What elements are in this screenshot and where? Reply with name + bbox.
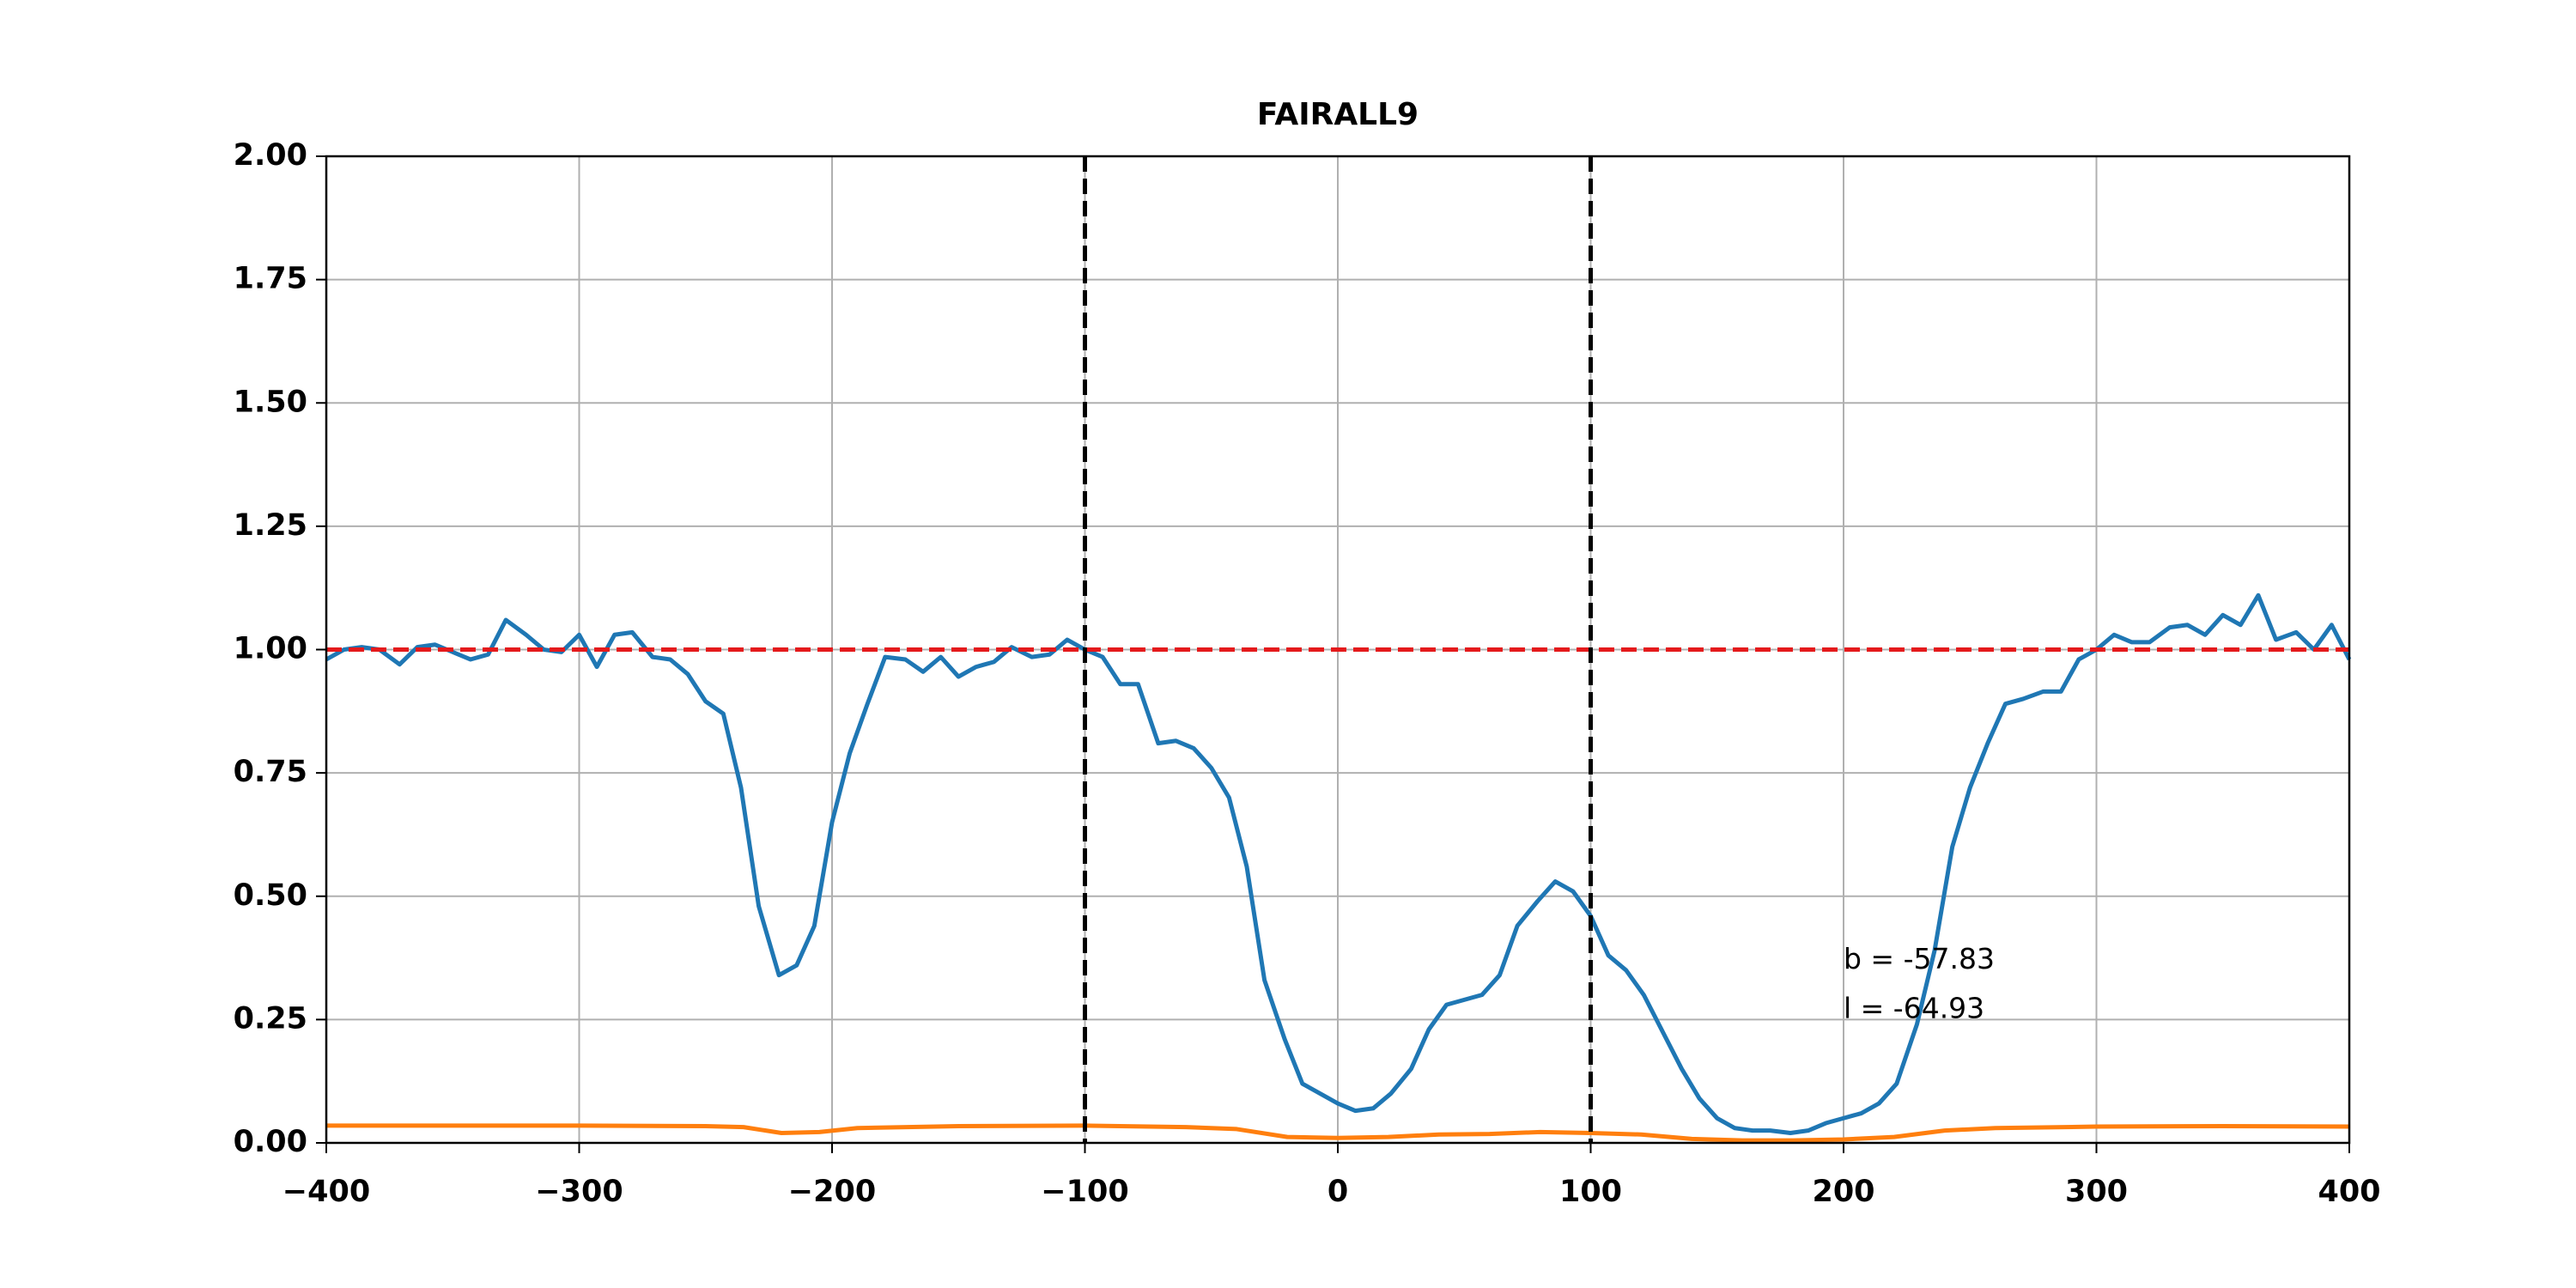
x-tick-label: 100 bbox=[1559, 1175, 1622, 1209]
x-tick-label: −300 bbox=[535, 1175, 623, 1209]
y-tick-label: 0.75 bbox=[234, 755, 307, 789]
annotation: b = -57.83 bbox=[1844, 942, 1995, 975]
annotation: l = -64.93 bbox=[1844, 991, 1984, 1024]
y-tick-label: 1.50 bbox=[234, 385, 307, 419]
y-tick-label: 2.00 bbox=[234, 138, 307, 173]
y-tick-label: 0.25 bbox=[234, 1001, 307, 1036]
x-tick-label: 200 bbox=[1812, 1175, 1874, 1209]
x-tick-label: 0 bbox=[1327, 1175, 1348, 1209]
x-tick-label: 400 bbox=[2318, 1175, 2380, 1209]
x-tick-label: −100 bbox=[1041, 1175, 1128, 1209]
y-tick-label: 1.75 bbox=[234, 262, 307, 296]
data-line bbox=[325, 592, 2352, 1136]
y-tick-label: 1.00 bbox=[234, 632, 307, 666]
plot-frame bbox=[325, 155, 2351, 1145]
y-tick-label: 0.50 bbox=[234, 878, 307, 913]
y-tick-label: 0.00 bbox=[234, 1125, 307, 1159]
x-tick-label: −400 bbox=[283, 1175, 370, 1209]
data-line bbox=[326, 1123, 2350, 1143]
x-tick-label: 300 bbox=[2065, 1175, 2128, 1209]
chart-title: FAIRALL9 bbox=[1257, 97, 1419, 132]
y-tick-label: 1.25 bbox=[234, 508, 307, 543]
x-tick-label: −200 bbox=[788, 1175, 876, 1209]
